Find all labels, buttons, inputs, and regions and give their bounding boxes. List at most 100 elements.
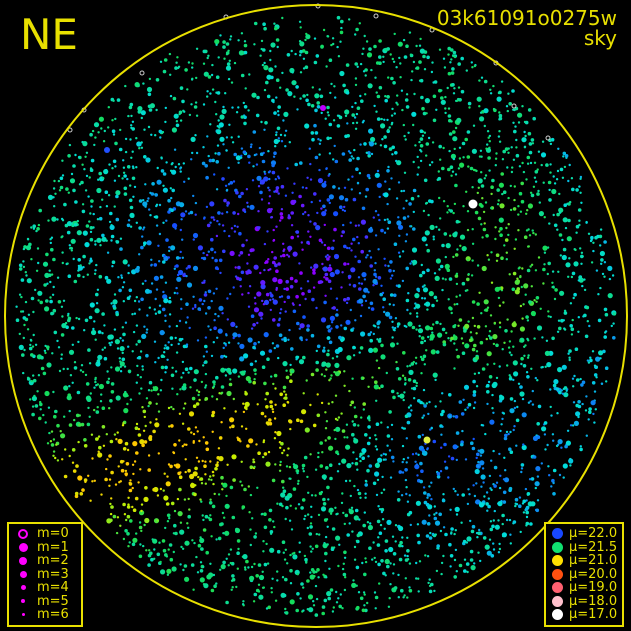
star [195,402,200,406]
star [376,543,381,547]
star [480,171,483,174]
star [129,398,133,401]
star [412,60,416,64]
star [154,134,157,137]
star [263,512,267,516]
star [99,244,102,247]
star [67,191,71,194]
star [282,489,287,494]
star [95,263,98,267]
star [479,559,482,563]
star [176,292,179,295]
star [302,57,306,60]
star [207,478,211,481]
star [513,198,516,202]
star [277,262,281,266]
star [264,261,267,265]
star [82,254,86,259]
star [593,390,597,393]
star [527,245,530,248]
star [565,389,568,392]
star [274,431,277,434]
star [352,423,357,427]
star [364,492,367,495]
star [68,385,71,388]
star [534,481,540,487]
star [245,376,251,382]
star [505,258,508,261]
star [579,447,583,452]
star [427,581,430,585]
star [455,282,459,286]
star [466,258,470,262]
star [399,393,405,399]
star [277,192,280,195]
star [523,145,527,148]
star [369,256,373,259]
star [173,509,177,513]
star [534,486,537,490]
star [50,443,55,447]
star [570,333,574,336]
star [477,371,481,375]
star [431,331,434,334]
star [79,369,83,372]
star [94,338,97,341]
star [381,291,385,295]
star [100,493,103,496]
star [110,239,113,242]
star [36,390,39,393]
star [351,462,354,465]
star [351,582,357,589]
star [358,518,361,521]
star [46,345,50,350]
star [185,267,188,270]
star [404,98,409,102]
star [162,187,168,193]
star [276,126,281,131]
star [542,181,545,184]
star [142,228,145,231]
star [221,212,224,215]
star [187,526,190,529]
star [574,347,579,352]
star [263,381,267,386]
star [430,427,433,430]
star [512,121,515,125]
star [183,443,186,446]
star [512,345,515,348]
star [537,150,541,153]
star [109,399,113,403]
star [346,246,349,250]
star [593,421,596,424]
star [273,373,278,378]
star [549,315,552,319]
star [232,478,236,482]
star [453,147,456,151]
star [176,276,182,282]
star [569,464,572,467]
star [258,146,262,150]
star [153,548,156,551]
star [238,194,242,199]
star [256,291,262,297]
star [240,425,244,428]
star [492,542,495,545]
star [402,207,405,210]
star [502,412,506,415]
star [241,603,245,606]
star [514,289,520,295]
star [300,338,303,342]
star [61,315,64,318]
star [458,98,462,102]
star [525,507,529,511]
star [455,431,460,435]
star [556,330,560,333]
star [127,545,130,548]
star [588,324,591,328]
star [517,112,523,118]
star [314,544,319,549]
star [39,408,42,411]
star [483,299,489,305]
star [498,130,501,133]
